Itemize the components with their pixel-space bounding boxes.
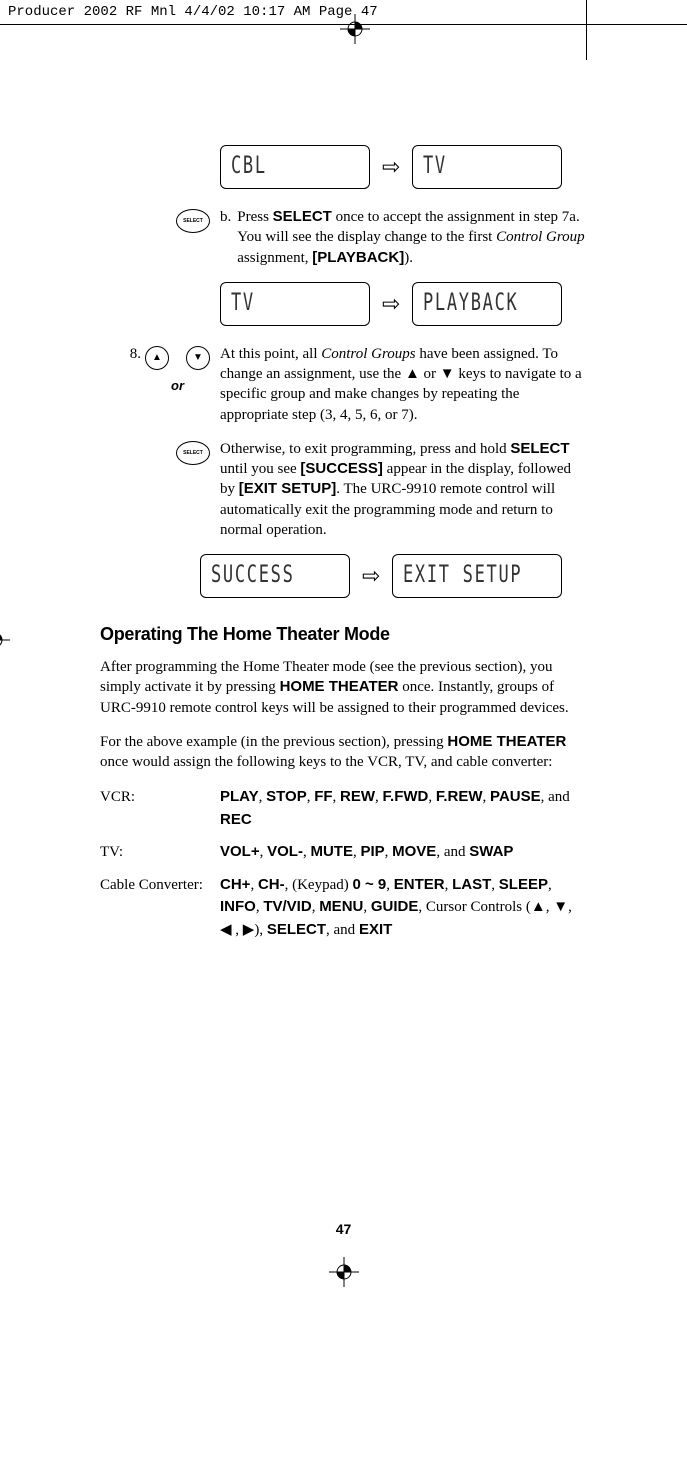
lcd-row-2: TV ⇨ PLAYBACK bbox=[220, 282, 587, 326]
step-7b: SELECT b. Press SELECT once to accept th… bbox=[100, 207, 587, 268]
select-button-icon: SELECT bbox=[176, 209, 210, 233]
crop-mark-bottom bbox=[100, 1257, 587, 1292]
step-text: Press SELECT once to accept the assignme… bbox=[237, 207, 587, 268]
device-row-tv: TV: VOL+, VOL-, MUTE, PIP, MOVE, and SWA… bbox=[100, 841, 587, 864]
body-para-2: For the above example (in the previous s… bbox=[100, 732, 587, 773]
device-label: VCR: bbox=[100, 786, 220, 831]
device-row-cable: Cable Converter: CH+, CH-, (Keypad) 0 ~ … bbox=[100, 874, 587, 942]
step-8-para1: At this point, all Control Groups have b… bbox=[220, 344, 587, 425]
page-number: 47 bbox=[100, 1221, 587, 1237]
lcd-text: TV bbox=[423, 150, 447, 179]
lcd-box-exit-setup: EXIT SETUP bbox=[392, 554, 562, 598]
section-heading: Operating The Home Theater Mode bbox=[100, 624, 587, 645]
select-button-icon: SELECT bbox=[176, 441, 210, 465]
step-8-otherwise: SELECT Otherwise, to exit programming, p… bbox=[100, 439, 587, 540]
device-keys-vcr: PLAY, STOP, FF, REW, F.FWD, F.REW, PAUSE… bbox=[220, 786, 587, 831]
device-keys-tv: VOL+, VOL-, MUTE, PIP, MOVE, and SWAP bbox=[220, 841, 587, 864]
lcd-text: TV bbox=[231, 287, 255, 316]
up-arrow-button-icon: ▲ bbox=[145, 346, 169, 370]
step-number: 8. bbox=[130, 346, 141, 363]
arrow-right-icon: ⇨ bbox=[382, 291, 400, 317]
body-para-1: After programming the Home Theater mode … bbox=[100, 657, 587, 718]
step-letter: b. bbox=[220, 207, 231, 268]
or-text: or bbox=[171, 378, 184, 393]
lcd-text: SUCCESS bbox=[211, 559, 295, 588]
page-content: CBL ⇨ TV SELECT b. Press SELECT once to … bbox=[0, 25, 687, 1332]
lcd-row-1: CBL ⇨ TV bbox=[220, 145, 587, 189]
step-8: 8. ▲ or ▼ At this point, all Control Gro… bbox=[100, 344, 587, 425]
lcd-text: CBL bbox=[231, 150, 267, 179]
lcd-box-cbl: CBL bbox=[220, 145, 370, 189]
device-keys-cable: CH+, CH-, (Keypad) 0 ~ 9, ENTER, LAST, S… bbox=[220, 874, 587, 942]
arrow-right-icon: ⇨ bbox=[382, 154, 400, 180]
lcd-text: EXIT SETUP bbox=[403, 559, 522, 588]
arrow-right-icon: ⇨ bbox=[362, 563, 380, 589]
device-row-vcr: VCR: PLAY, STOP, FF, REW, F.FWD, F.REW, … bbox=[100, 786, 587, 831]
down-arrow-button-icon: ▼ bbox=[186, 346, 210, 370]
registration-mark-left bbox=[0, 625, 10, 660]
device-label: TV: bbox=[100, 841, 220, 864]
lcd-box-tv: TV bbox=[412, 145, 562, 189]
lcd-box-success: SUCCESS bbox=[200, 554, 350, 598]
crop-header-text: Producer 2002 RF Mnl 4/4/02 10:17 AM Pag… bbox=[8, 4, 378, 20]
lcd-text: PLAYBACK bbox=[423, 287, 518, 316]
device-label: Cable Converter: bbox=[100, 874, 220, 942]
step-8-para2: Otherwise, to exit programming, press an… bbox=[220, 439, 587, 540]
lcd-row-3: SUCCESS ⇨ EXIT SETUP bbox=[200, 554, 587, 598]
lcd-box-playback: PLAYBACK bbox=[412, 282, 562, 326]
lcd-box-tv2: TV bbox=[220, 282, 370, 326]
